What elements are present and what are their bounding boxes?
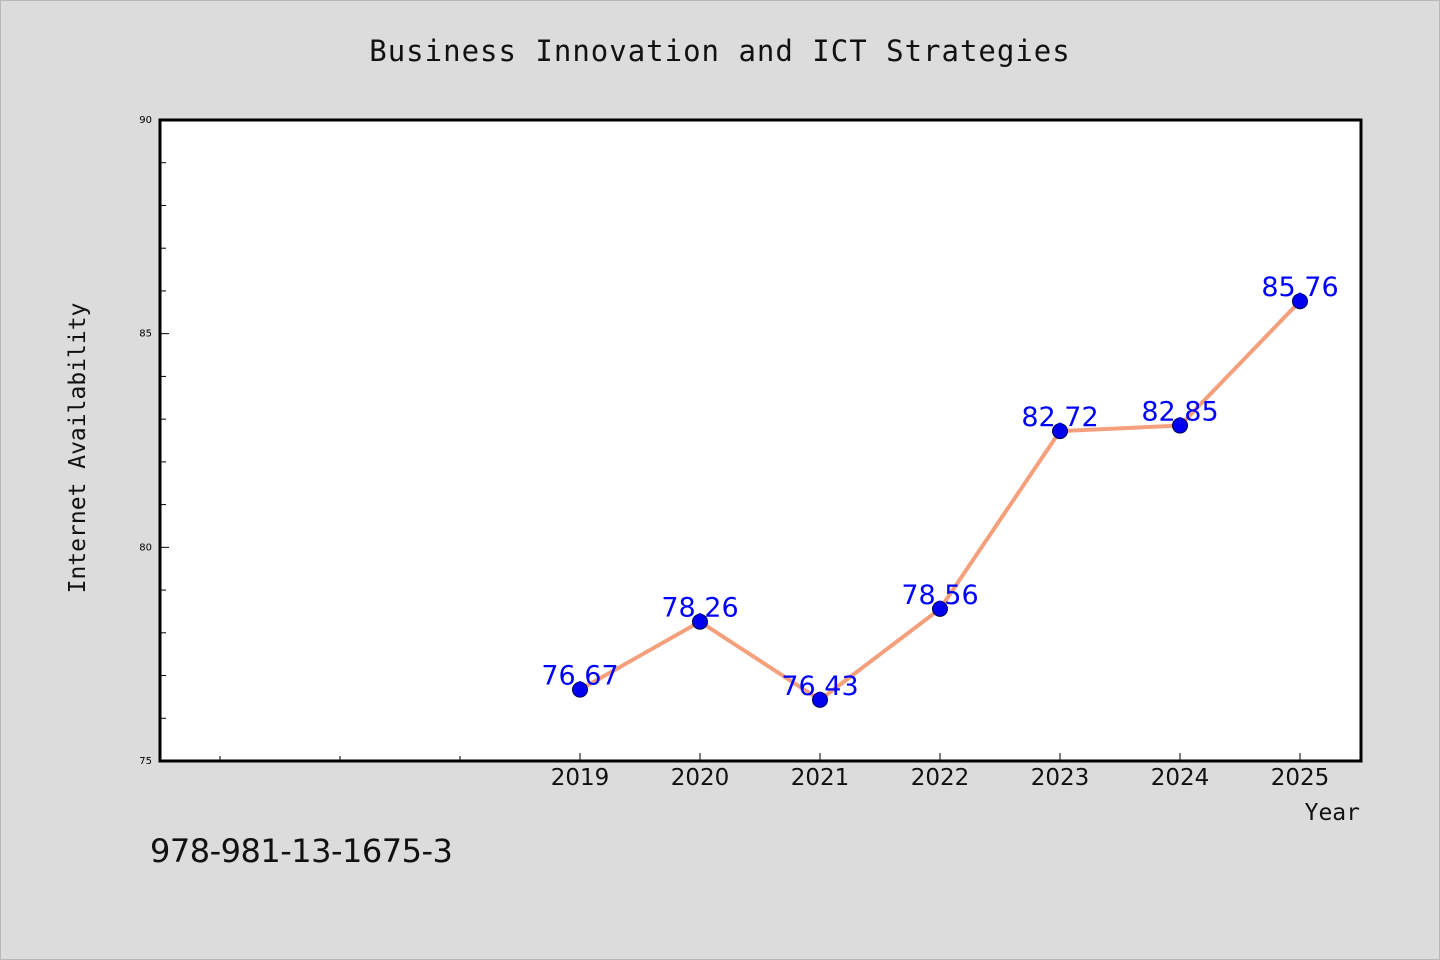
x-tick-label: 2021 (791, 765, 850, 791)
data-label: 82.72 (1021, 402, 1098, 433)
x-axis-label: Year (1305, 800, 1360, 826)
data-point (1292, 293, 1308, 310)
data-point (692, 613, 708, 630)
chart-title: Business Innovation and ICT Strategies (369, 34, 1071, 68)
x-tick-label: 2025 (1271, 765, 1330, 791)
data-label: 78.56 (901, 580, 978, 611)
x-tick-label: 2024 (1151, 765, 1210, 791)
y-tick-label: 80 (139, 542, 152, 553)
x-tick-label: 2020 (671, 765, 730, 791)
isbn-code: 978-981-13-1675-3 (150, 832, 453, 870)
data-label: 76.67 (541, 661, 618, 692)
data-point (1052, 423, 1068, 440)
x-tick-label: 2019 (551, 765, 610, 791)
data-point (572, 681, 588, 698)
data-label: 82.85 (1141, 397, 1218, 428)
data-point (932, 600, 948, 617)
y-tick-label: 85 (139, 329, 152, 340)
data-label: 85.76 (1261, 272, 1338, 303)
data-point (1172, 417, 1188, 434)
y-tick-label: 75 (139, 756, 152, 767)
y-axis-label: Internet Availability (65, 303, 91, 594)
data-label: 76.43 (781, 671, 858, 702)
data-label: 78.26 (661, 593, 738, 624)
data-point (812, 691, 828, 708)
y-tick-label: 90 (139, 115, 152, 126)
plot-area (158, 118, 1363, 763)
x-tick-label: 2023 (1031, 765, 1090, 791)
x-tick-label: 2022 (911, 765, 970, 791)
